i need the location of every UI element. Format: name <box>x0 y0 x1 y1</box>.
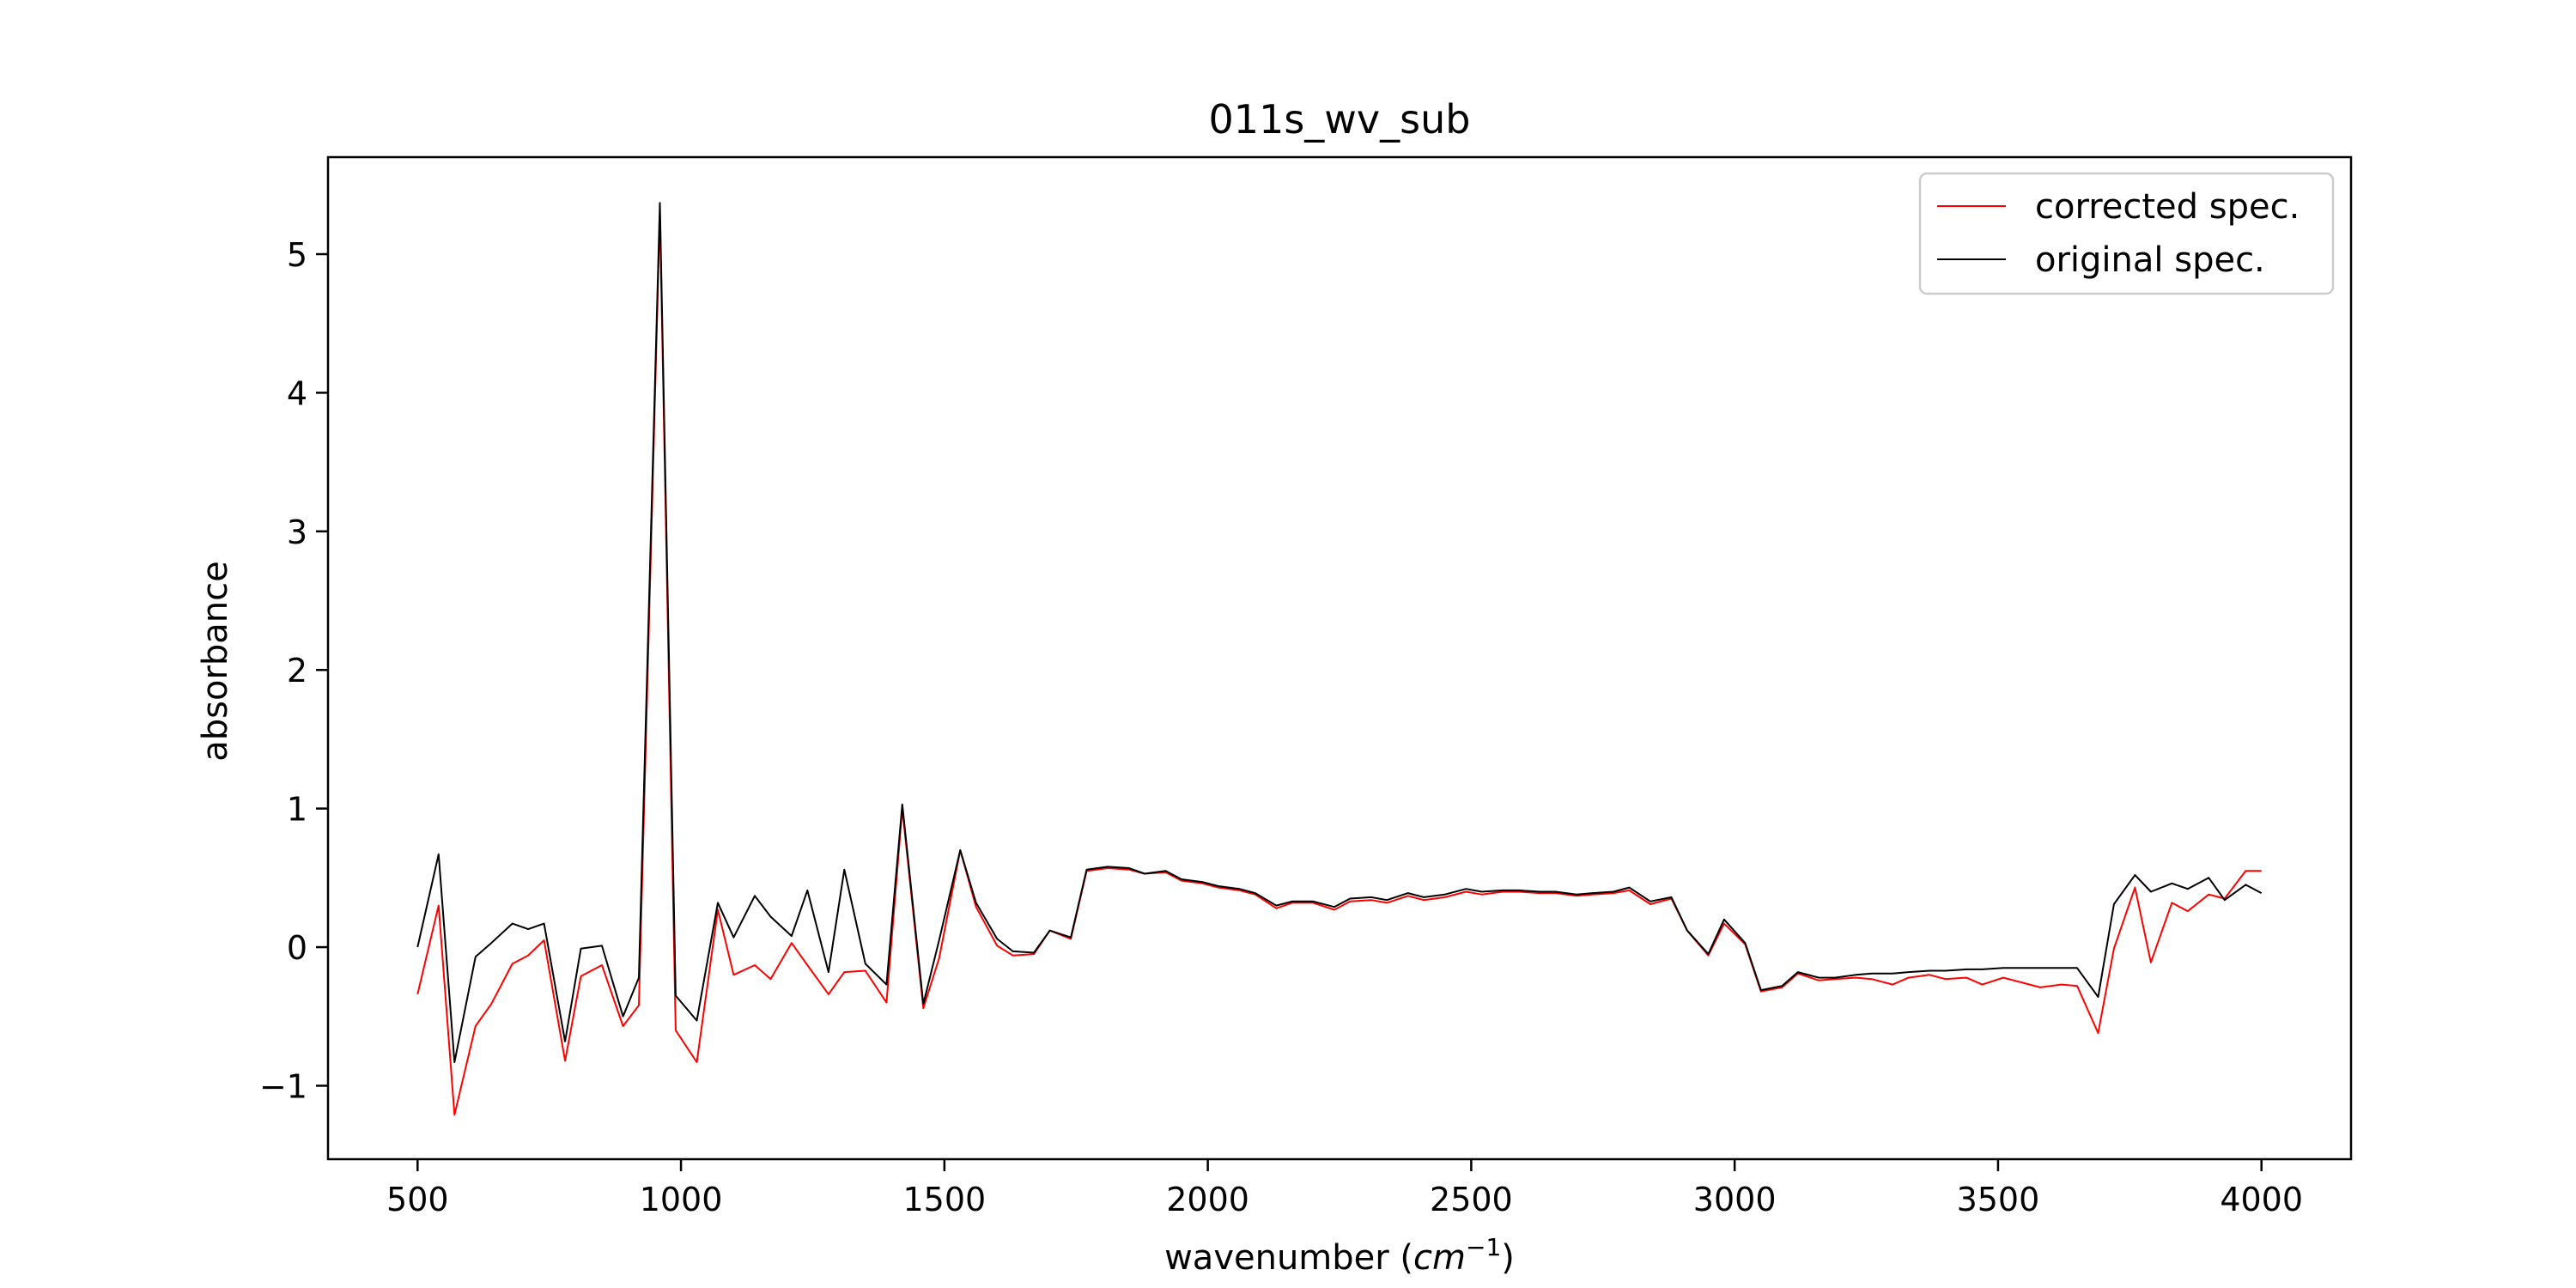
legend-label-corrected: corrected spec. <box>2035 187 2300 227</box>
y-tick-label: 5 <box>287 236 307 274</box>
x-axis-title-unit: cm <box>1413 1238 1466 1278</box>
y-tick-label: 3 <box>287 513 307 551</box>
y-tick-label: −1 <box>259 1067 307 1105</box>
y-tick-label: 0 <box>287 929 307 967</box>
x-axis: 500 1000 1500 2000 2500 3000 3500 4000 <box>386 1159 2303 1218</box>
x-axis-title-exponent: −1 <box>1466 1233 1501 1261</box>
chart-title: 011s_wv_sub <box>1209 96 1471 143</box>
legend: corrected spec. original spec. <box>1918 172 2335 295</box>
x-tick-label: 3500 <box>1957 1181 2040 1218</box>
x-tick-label: 2000 <box>1166 1181 1249 1218</box>
x-axis-title: wavenumber (cm−1) <box>1164 1233 1515 1278</box>
x-tick-label: 2500 <box>1430 1181 1513 1218</box>
x-tick-label: 4000 <box>2220 1181 2303 1218</box>
y-tick-label: 2 <box>287 652 307 690</box>
series-layer <box>416 202 2263 1116</box>
y-tick-label: 1 <box>287 791 307 829</box>
series-line-original <box>416 202 2263 1063</box>
plot-frame <box>326 155 2353 1161</box>
x-tick-label: 500 <box>386 1181 449 1218</box>
x-tick-label: 1000 <box>640 1181 723 1218</box>
y-axis: −1 0 1 2 3 4 5 <box>259 236 328 1105</box>
x-axis-title-prefix: wavenumber ( <box>1164 1238 1413 1278</box>
legend-box <box>1918 172 2335 295</box>
x-tick-label: 3000 <box>1693 1181 1777 1218</box>
x-tick-label: 1500 <box>902 1181 986 1218</box>
y-axis-title: absorbance <box>196 561 235 762</box>
series-line-corrected <box>416 211 2262 1116</box>
legend-label-original: original spec. <box>2035 240 2265 280</box>
y-tick-label: 4 <box>287 374 307 412</box>
x-axis-title-suffix: ) <box>1501 1238 1515 1278</box>
